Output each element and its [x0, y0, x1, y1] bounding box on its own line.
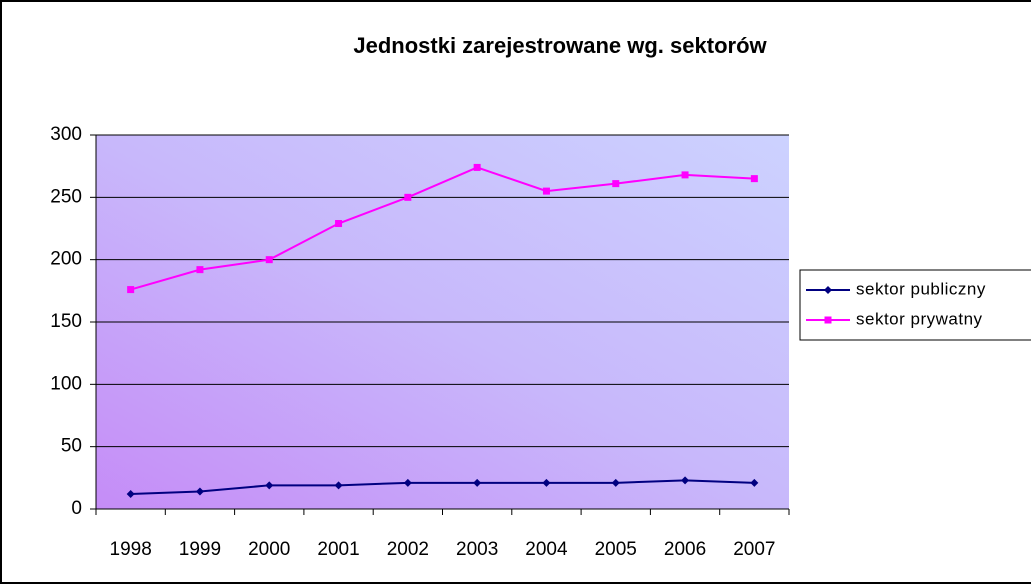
data-point: [542, 187, 550, 195]
data-point: [195, 487, 204, 496]
data-point: [611, 478, 620, 487]
x-tick-label: 1998: [110, 539, 152, 560]
x-tick-label: 2005: [595, 539, 637, 560]
data-point: [473, 478, 482, 487]
x-tick-label: 2007: [733, 539, 775, 560]
x-tick-label: 2004: [525, 539, 568, 560]
data-point: [334, 481, 343, 490]
legend-label: sektor prywatny: [856, 309, 983, 328]
data-point: [473, 163, 481, 171]
data-point: [612, 180, 620, 188]
series-line: [130, 166, 755, 291]
data-point: [196, 266, 204, 274]
x-tick-label: 2000: [248, 539, 290, 560]
legend: [799, 269, 1031, 341]
legend-marker: [824, 316, 832, 324]
data-point: [127, 286, 135, 294]
x-tick-label: 2006: [664, 539, 706, 560]
y-tick-label: 50: [61, 436, 82, 457]
data-point: [542, 478, 551, 487]
x-tick-label: 2002: [387, 539, 429, 560]
x-tick-label: 2003: [456, 539, 498, 560]
data-point: [750, 478, 759, 487]
y-tick-label: 200: [50, 249, 82, 270]
data-point: [265, 256, 273, 264]
data-point: [404, 193, 412, 201]
y-tick-label: 150: [50, 311, 82, 332]
y-tick-label: 300: [50, 124, 82, 145]
x-tick-label: 1999: [179, 539, 221, 560]
data-point: [335, 220, 343, 228]
y-tick-label: 100: [50, 373, 82, 394]
y-tick-label: 0: [71, 498, 82, 519]
chart-title: Jednostki zarejestrowane wg. sektorów: [353, 33, 767, 58]
data-point: [681, 171, 689, 179]
data-point: [126, 490, 135, 499]
legend-marker: [824, 286, 832, 294]
data-point: [403, 478, 412, 487]
data-point: [681, 476, 690, 485]
x-tick-label: 2001: [317, 539, 359, 560]
data-point: [750, 175, 758, 183]
y-tick-label: 250: [50, 186, 82, 207]
series-line: [130, 479, 755, 496]
legend-label: sektor publiczny: [856, 279, 986, 298]
data-point: [265, 481, 274, 490]
